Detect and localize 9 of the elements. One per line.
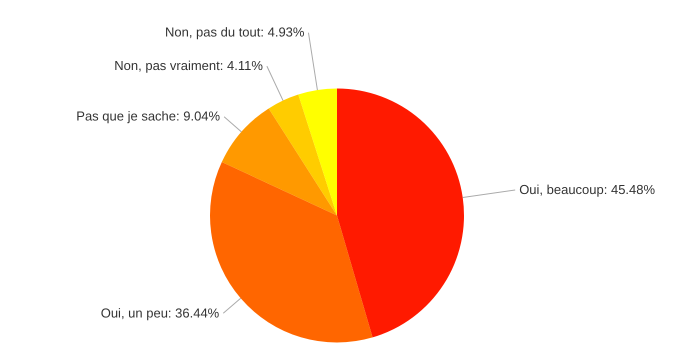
slice-label: Oui, un peu: 36.44% <box>100 305 220 320</box>
pie-slice <box>298 88 337 216</box>
slice-label: Non, pas du tout: 4.93% <box>164 24 305 40</box>
pie-slice <box>337 88 464 338</box>
pie-slice <box>222 108 337 216</box>
slice-label: Oui, beaucoup: 45.48% <box>519 182 656 198</box>
slice-label: Non, pas vraiment: 4.11% <box>114 58 264 74</box>
pie-slice <box>268 94 337 216</box>
slice-label: Pas que je sache: 9.04% <box>76 108 221 124</box>
